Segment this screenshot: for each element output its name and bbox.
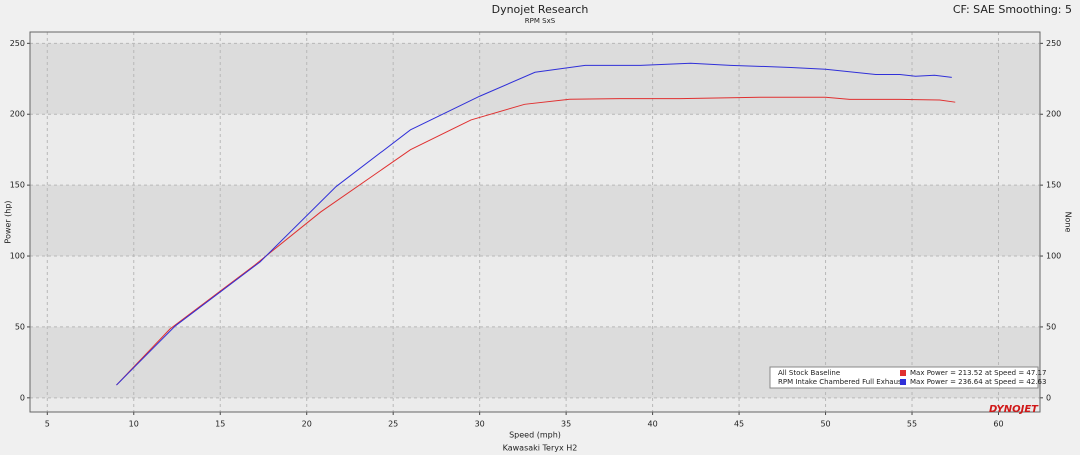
x-tick-label: 60 xyxy=(993,420,1003,429)
x-tick-label: 50 xyxy=(820,420,830,429)
x-tick-label: 55 xyxy=(907,420,917,429)
chart-title: Dynojet Research xyxy=(492,3,589,16)
x-tick-label: 10 xyxy=(129,420,139,429)
footer: Kawasaki Teryx H2 xyxy=(503,444,578,453)
series-line xyxy=(116,96,956,386)
legend-swatch xyxy=(900,370,906,376)
y-tick-label: 0 xyxy=(20,393,25,402)
y-tick-label: 150 xyxy=(10,181,25,190)
grid-band xyxy=(30,185,1040,257)
x-tick-label: 20 xyxy=(302,420,312,429)
logo: DYNOJET xyxy=(989,404,1039,415)
grid-band xyxy=(30,43,1040,115)
legend-stat: Max Power = 213.52 at Speed = 47.17 xyxy=(910,369,1046,377)
y-tick-label: 100 xyxy=(10,252,25,261)
y-tick-label: 50 xyxy=(15,322,25,331)
y2-tick-label: 0 xyxy=(1046,393,1051,402)
x-tick-label: 30 xyxy=(475,420,485,429)
legend-label: RPM Intake Chambered Full Exhaust xyxy=(778,378,905,386)
y-tick-label: 250 xyxy=(10,39,25,48)
y-axis-label: Power (hp) xyxy=(4,200,13,243)
x-tick-label: 45 xyxy=(734,420,744,429)
y2-axis-label: None xyxy=(1064,212,1073,233)
x-tick-label: 35 xyxy=(561,420,571,429)
chart-subtitle: RPM SxS xyxy=(525,17,556,25)
x-axis-label: Speed (mph) xyxy=(509,431,561,440)
y2-tick-label: 250 xyxy=(1046,39,1061,48)
legend-stat: Max Power = 236.64 at Speed = 42.63 xyxy=(910,378,1046,386)
y-tick-label: 200 xyxy=(10,110,25,119)
legend-swatch xyxy=(900,379,906,385)
y2-tick-label: 150 xyxy=(1046,181,1061,190)
legend-label: All Stock Baseline xyxy=(778,369,840,377)
header-right: CF: SAE Smoothing: 5 xyxy=(953,3,1072,16)
y2-tick-label: 200 xyxy=(1046,110,1061,119)
y2-tick-label: 50 xyxy=(1046,322,1056,331)
x-tick-label: 5 xyxy=(45,420,50,429)
series-line xyxy=(116,62,952,386)
x-tick-label: 25 xyxy=(388,420,398,429)
x-tick-label: 40 xyxy=(648,420,658,429)
plot-border xyxy=(29,31,1041,413)
y2-tick-label: 100 xyxy=(1046,252,1061,261)
x-tick-label: 15 xyxy=(215,420,225,429)
legend-box xyxy=(769,366,1039,389)
